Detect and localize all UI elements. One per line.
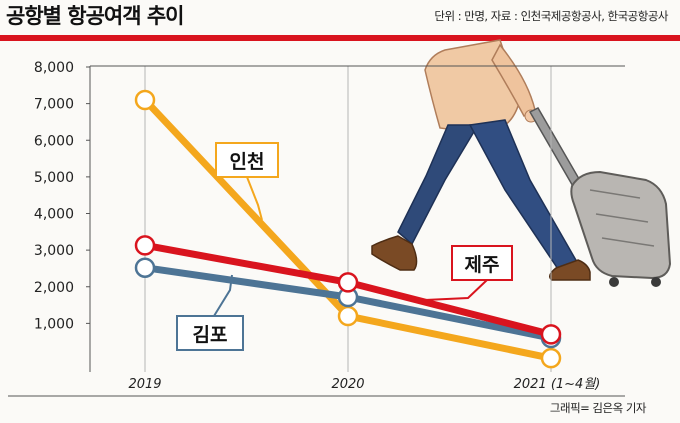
- y-tick-label: 8,000: [34, 60, 74, 76]
- x-tick-label: 2019: [128, 377, 161, 392]
- y-tick-label: 5,000: [34, 170, 74, 186]
- data-point: [134, 257, 156, 278]
- y-tick-label: 6,000: [34, 133, 74, 149]
- y-tick-label: 7,000: [34, 97, 74, 113]
- series-label: 김포: [193, 324, 228, 346]
- traveler-illustration: [371, 39, 672, 287]
- callout-leader: [213, 274, 233, 317]
- callout-box: [176, 315, 244, 351]
- graphic-credit: 그래픽= 김은옥 기자: [549, 401, 647, 415]
- callout-leader: [424, 279, 488, 301]
- series-label: 제주: [465, 254, 500, 276]
- callout-leader: [246, 176, 263, 221]
- data-point: [337, 305, 359, 327]
- chart-title: 공항별 항공여객 추이: [6, 4, 185, 28]
- data-point: [134, 235, 156, 256]
- data-point: [540, 347, 562, 369]
- series-label: 인천: [230, 151, 265, 173]
- y-tick-label: 1,000: [34, 316, 74, 332]
- data-point: [337, 272, 359, 293]
- y-tick-label: 2,000: [34, 280, 74, 296]
- y-tick-label: 3,000: [34, 243, 74, 259]
- callout-box: [451, 245, 513, 281]
- data-point: [540, 324, 562, 345]
- x-tick-label: 2021 (1~4월): [514, 377, 601, 392]
- header-divider: [0, 35, 680, 41]
- data-point: [134, 89, 156, 111]
- callout-box: [215, 142, 279, 178]
- y-tick-label: 4,000: [34, 207, 74, 223]
- x-tick-label: 2020: [331, 377, 364, 392]
- unit-source-note: 단위 : 만명, 자료 : 인천국제공항공사, 한국공항공사: [434, 9, 668, 23]
